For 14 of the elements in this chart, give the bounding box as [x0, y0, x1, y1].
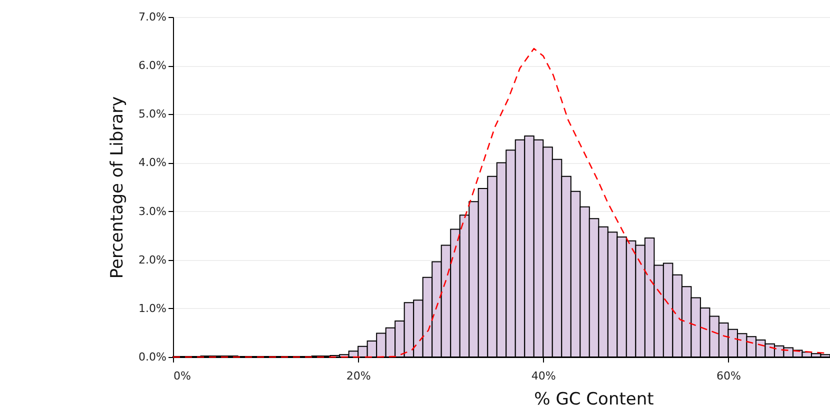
- y-tick-label: 5.0%: [138, 108, 166, 121]
- y-tick-label: 6.0%: [138, 59, 166, 72]
- y-axis-title: Percentage of Library: [108, 96, 128, 279]
- y-tick-label: 0.0%: [138, 350, 166, 364]
- y-tick-label: 4.0%: [138, 156, 166, 170]
- x-axis-title: % GC Content: [534, 390, 654, 410]
- x-tick-label: 20%: [346, 370, 371, 382]
- y-tick-label: 3.0%: [138, 204, 166, 218]
- x-tick-label: 60%: [716, 370, 741, 382]
- y-tick-label: 2.0%: [138, 253, 166, 266]
- y-tick-label: 1.0%: [138, 302, 166, 315]
- x-tick-label: 40%: [531, 370, 556, 382]
- x-tick-label: 0%: [174, 370, 191, 382]
- y-tick-label: 7.0%: [138, 10, 166, 24]
